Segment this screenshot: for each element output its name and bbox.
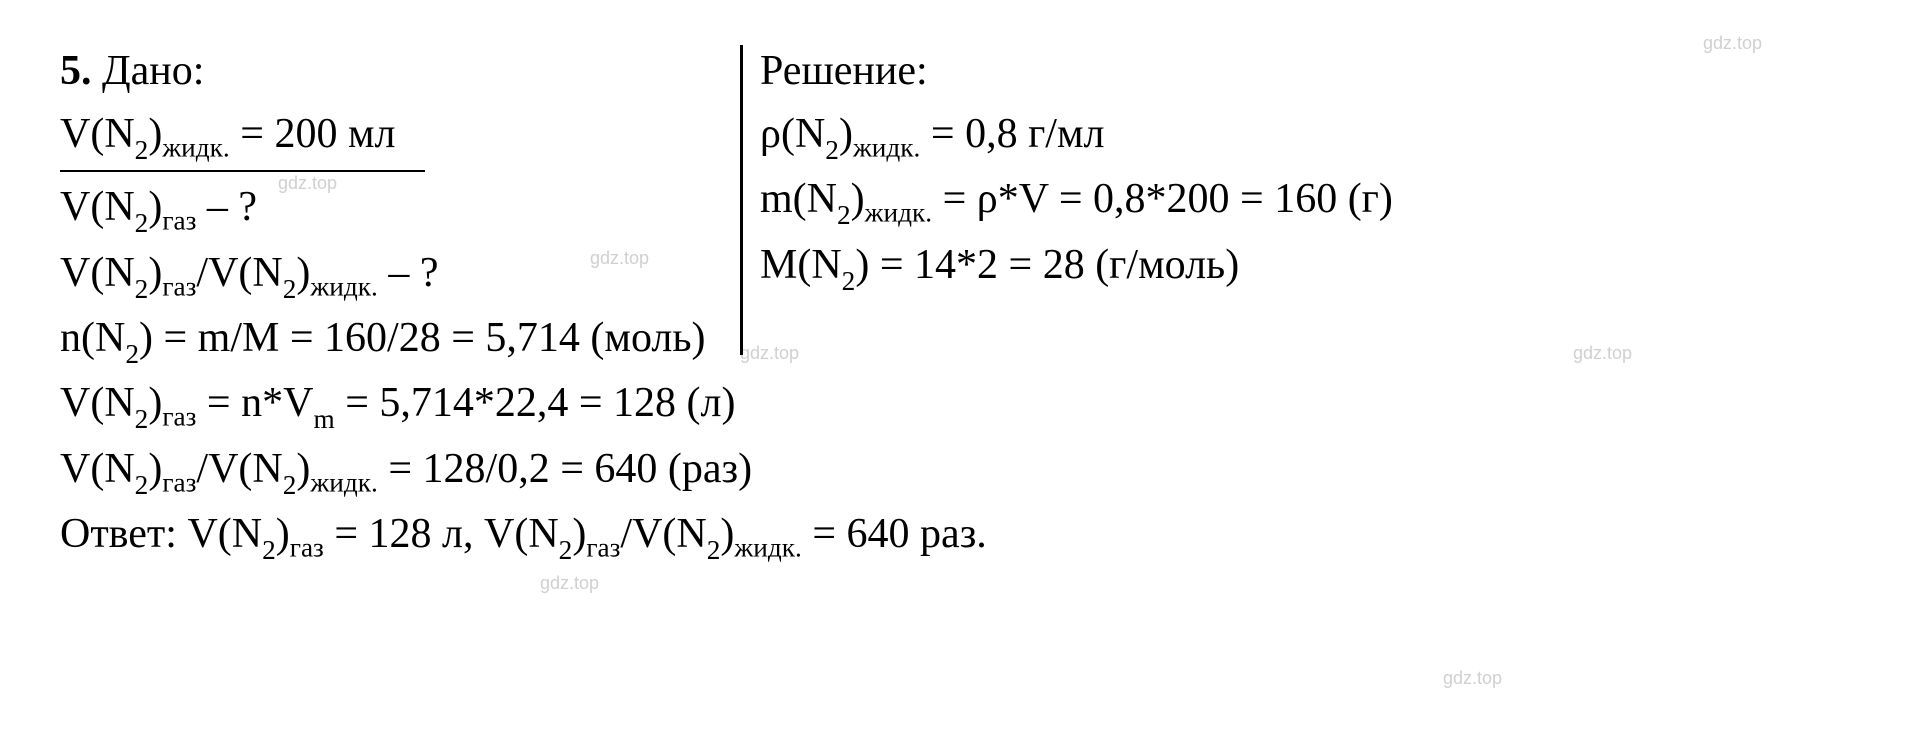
body-line-4: n(N2) = m/M = 160/28 = 5,714 (моль)	[60, 307, 1862, 372]
problem-content: gdz.top gdz.top gdz.top gdz.top gdz.top …	[60, 40, 1862, 568]
answer-label: Ответ:	[60, 511, 187, 557]
given-column: 5. Дано: V(N2)жидк. = 200 мл V(N2)газ – …	[60, 40, 740, 307]
given-underline	[60, 170, 425, 172]
solution-line-3: M(N2) = 14*2 = 28 (г/моль)	[760, 234, 1393, 299]
answer-line: Ответ: V(N2)газ = 128 л, V(N2)газ/V(N2)ж…	[60, 503, 1862, 568]
top-section: 5. Дано: V(N2)жидк. = 200 мл V(N2)газ – …	[60, 40, 1862, 307]
vertical-divider	[740, 45, 743, 355]
body-line-5: V(N2)газ = n*Vm = 5,714*22,4 = 128 (л)	[60, 372, 1862, 437]
solution-line-2: m(N2)жидк. = ρ*V = 0,8*200 = 160 (г)	[760, 168, 1393, 233]
body-line-6: V(N2)газ/V(N2)жидк. = 128/0,2 = 640 (раз…	[60, 438, 1862, 503]
given-line-2: V(N2)газ – ?	[60, 176, 740, 241]
given-line-1: V(N2)жидк. = 200 мл	[60, 103, 740, 168]
watermark: gdz.top	[1443, 665, 1502, 692]
given-line-3: V(N2)газ/V(N2)жидк. – ?	[60, 242, 740, 307]
given-header: 5. Дано:	[60, 40, 740, 103]
solution-column: Решение: ρ(N2)жидк. = 0,8 г/мл m(N2)жидк…	[740, 40, 1393, 307]
watermark: gdz.top	[540, 570, 599, 597]
given-label: Дано:	[102, 48, 204, 94]
solution-line-1: ρ(N2)жидк. = 0,8 г/мл	[760, 103, 1393, 168]
problem-number: 5.	[60, 48, 92, 94]
solution-label: Решение:	[760, 40, 1393, 103]
